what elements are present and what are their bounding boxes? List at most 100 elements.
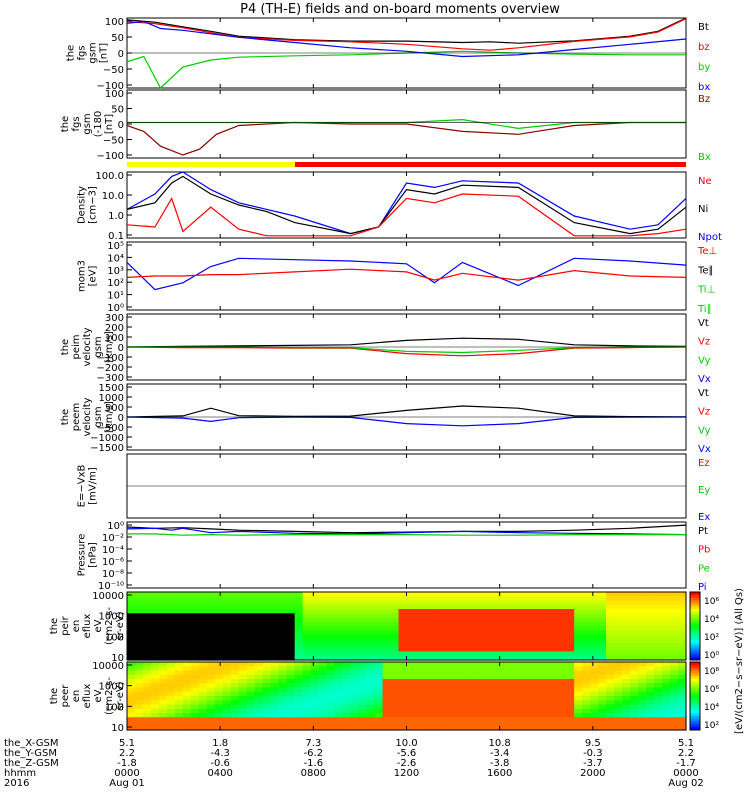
heatmap-cell (358, 691, 368, 697)
heatmap-cell (270, 647, 280, 653)
heatmap-cell (438, 621, 448, 627)
heatmap-cell (286, 696, 296, 701)
heatmap-cell (390, 674, 400, 680)
heatmap-cell (134, 596, 144, 602)
colorbar-cell (690, 603, 700, 607)
heatmap-cell (270, 609, 280, 614)
heatmap-cell (670, 592, 679, 597)
heatmap-cell (158, 609, 168, 614)
heatmap-cell (470, 647, 479, 653)
heatmap-cell (190, 704, 200, 710)
heatmap-cell (598, 721, 607, 727)
heatmap-cell (430, 674, 440, 680)
heatmap-cell (630, 717, 639, 723)
heatmap-cell (334, 717, 344, 723)
y-axis-label-line: eflux (82, 684, 93, 709)
heatmap-cell (278, 704, 288, 710)
heatmap-cell (190, 713, 200, 718)
heatmap-cell (182, 687, 192, 693)
x-axis-value: -6.2 (304, 748, 324, 759)
heatmap-cell (630, 704, 639, 710)
heatmap-cell (670, 708, 679, 714)
y-tick-label: 1000 (99, 612, 124, 623)
heatmap-cell (166, 700, 176, 706)
heatmap-cell (654, 708, 663, 714)
heatmap-cell (598, 630, 607, 636)
heatmap-cell (246, 674, 256, 680)
legend-entry: Vz (698, 407, 710, 418)
heatmap-cell (486, 638, 495, 644)
heatmap-cell (318, 655, 328, 661)
heatmap-cell (182, 700, 192, 706)
heatmap-cell (414, 683, 424, 689)
heatmap-cell (246, 655, 256, 661)
heatmap-cell (278, 651, 288, 657)
heatmap-cell (454, 713, 463, 718)
heatmap-cell (366, 662, 376, 667)
heatmap-cell (246, 713, 256, 718)
heatmap-cell (222, 662, 232, 667)
heatmap-cell (158, 691, 168, 697)
heatmap-cell (630, 662, 639, 667)
heatmap-cell (166, 609, 176, 614)
y-axis-label-line: peir (60, 615, 71, 635)
heatmap-cell (494, 592, 503, 597)
heatmap-cell (238, 621, 248, 627)
heatmap-cell (510, 626, 519, 631)
heatmap-cell (678, 683, 687, 689)
heatmap-cell (478, 674, 487, 680)
heatmap-cell (526, 670, 535, 676)
heatmap-cell (550, 609, 559, 614)
heatmap-cell (502, 643, 511, 648)
heatmap-cell (598, 604, 607, 610)
heatmap-cell (214, 670, 224, 676)
heatmap-cell (454, 600, 463, 606)
heatmap-cell (310, 634, 320, 640)
heatmap-cell (550, 617, 559, 623)
heatmap-cell (302, 651, 312, 657)
heatmap-cell (190, 634, 200, 640)
heatmap-cell (342, 604, 352, 610)
heatmap-cell (206, 638, 216, 644)
y-tick-label: 1500 (99, 383, 124, 394)
heatmap-cell (374, 679, 384, 684)
heatmap-cell (486, 687, 495, 693)
heatmap-cell (662, 600, 671, 606)
heatmap-cell (534, 717, 543, 723)
heatmap-cell (542, 662, 551, 667)
heatmap-cell (678, 630, 687, 636)
heatmap-cell (334, 592, 344, 597)
heatmap-cell (558, 592, 567, 597)
heatmap-cell (414, 679, 424, 684)
heatmap-cell (318, 670, 328, 676)
heatmap-cell (430, 592, 440, 597)
heatmap-cell (254, 651, 264, 657)
heatmap-cell (662, 679, 671, 684)
y-axis-label-line: the (60, 409, 71, 425)
heatmap-cell (590, 596, 599, 602)
heatmap-cell (574, 643, 583, 648)
heatmap-cell (470, 596, 479, 602)
heatmap-cell (127, 604, 136, 610)
heatmap-cell (174, 679, 184, 684)
heatmap-cell (406, 592, 416, 597)
heatmap-cell (310, 604, 320, 610)
heatmap-cell (422, 592, 432, 597)
heatmap-cell (342, 708, 352, 714)
heatmap-cell (494, 666, 503, 672)
heatmap-cell (134, 655, 144, 661)
heatmap-cell (574, 721, 583, 727)
heatmap-cell (494, 696, 503, 701)
heatmap-cell (206, 655, 216, 661)
heatmap-cell (166, 696, 176, 701)
heatmap-cell (534, 630, 543, 636)
heatmap-cell (238, 696, 248, 701)
heatmap-cell (654, 721, 663, 727)
heatmap-cell (430, 638, 440, 644)
heatmap-cell (142, 626, 152, 631)
heatmap-cell (486, 630, 495, 636)
heatmap-cell (542, 626, 551, 631)
heatmap-cell (414, 638, 424, 644)
heatmap-cell (246, 643, 256, 648)
heatmap-cell (462, 592, 471, 597)
